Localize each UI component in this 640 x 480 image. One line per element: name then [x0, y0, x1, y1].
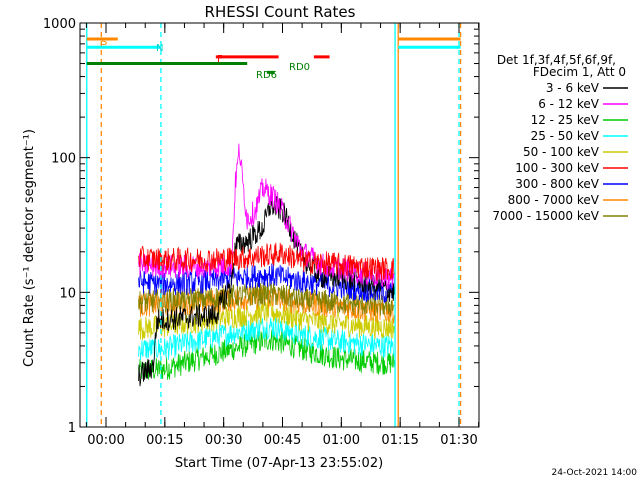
- x-axis-label: Start Time (07-Apr-13 23:55:02): [175, 456, 383, 471]
- chart-title: RHESSI Count Rates: [205, 3, 356, 21]
- flag-label-s: S: [101, 37, 107, 48]
- legend-entry-label-4: 50 - 100 keV: [523, 145, 600, 159]
- x-tick-label-6: 01:30: [440, 433, 477, 448]
- legend-header-line-2: FDecim 1, Att 0: [533, 65, 626, 79]
- x-tick-label-4: 01:00: [323, 433, 360, 448]
- legend-entry-label-6: 300 - 800 keV: [515, 177, 599, 191]
- x-tick-label-2: 00:30: [205, 433, 242, 448]
- series-line-8: [138, 281, 395, 317]
- legend-header-line-1: Det 1f,3f,4f,5f,6f,9f,: [497, 53, 616, 67]
- y-tick-label-3: 1000: [43, 17, 76, 32]
- x-tick-label-0: 00:00: [87, 433, 124, 448]
- markers: S N F RD0 RD6: [86, 23, 462, 427]
- y-tick-label-2: 100: [51, 152, 76, 167]
- series-line-4: [138, 298, 395, 341]
- legend-entry-label-2: 12 - 25 keV: [531, 113, 600, 127]
- x-tick-label-5: 01:15: [381, 433, 418, 448]
- x-tick-label-3: 00:45: [264, 433, 301, 448]
- flag-label-f: F: [217, 54, 223, 65]
- y-tick-label-1: 10: [59, 286, 76, 301]
- footer-date: 24-Oct-2021 14:00: [552, 468, 638, 478]
- flag-label-n: N: [156, 43, 163, 54]
- legend-entry-label-1: 6 - 12 keV: [538, 97, 600, 111]
- legend-entry-label-7: 800 - 7000 keV: [508, 193, 600, 207]
- plot-area: [138, 143, 395, 387]
- series-line-5: [138, 242, 395, 282]
- y-tick-label-0: 1: [68, 421, 76, 436]
- plot-frame: [79, 22, 480, 428]
- flag-label-rd0: RD0: [289, 62, 310, 73]
- legend-entry-label-3: 25 - 50 keV: [531, 129, 600, 143]
- series-line-6: [138, 263, 395, 304]
- legend: 3 - 6 keV 6 - 12 keV 12 - 25 keV 25 - 50 ke…: [492, 81, 628, 223]
- legend-entry-label-0: 3 - 6 keV: [546, 81, 600, 95]
- y-axis-label: Count Rate (s⁻¹ detector segment⁻¹): [22, 129, 37, 367]
- flag-label-rd6: RD6: [256, 70, 277, 81]
- series-line-3: [138, 317, 395, 361]
- legend-entry-label-5: 100 - 300 keV: [515, 161, 599, 175]
- legend-entry-label-8: 7000 - 15000 keV: [492, 209, 599, 223]
- x-tick-label-1: 00:15: [146, 433, 183, 448]
- axes: 1 10 100 1000 00:00 00:15 00:30 00:45 01:00 01:15…: [43, 17, 480, 448]
